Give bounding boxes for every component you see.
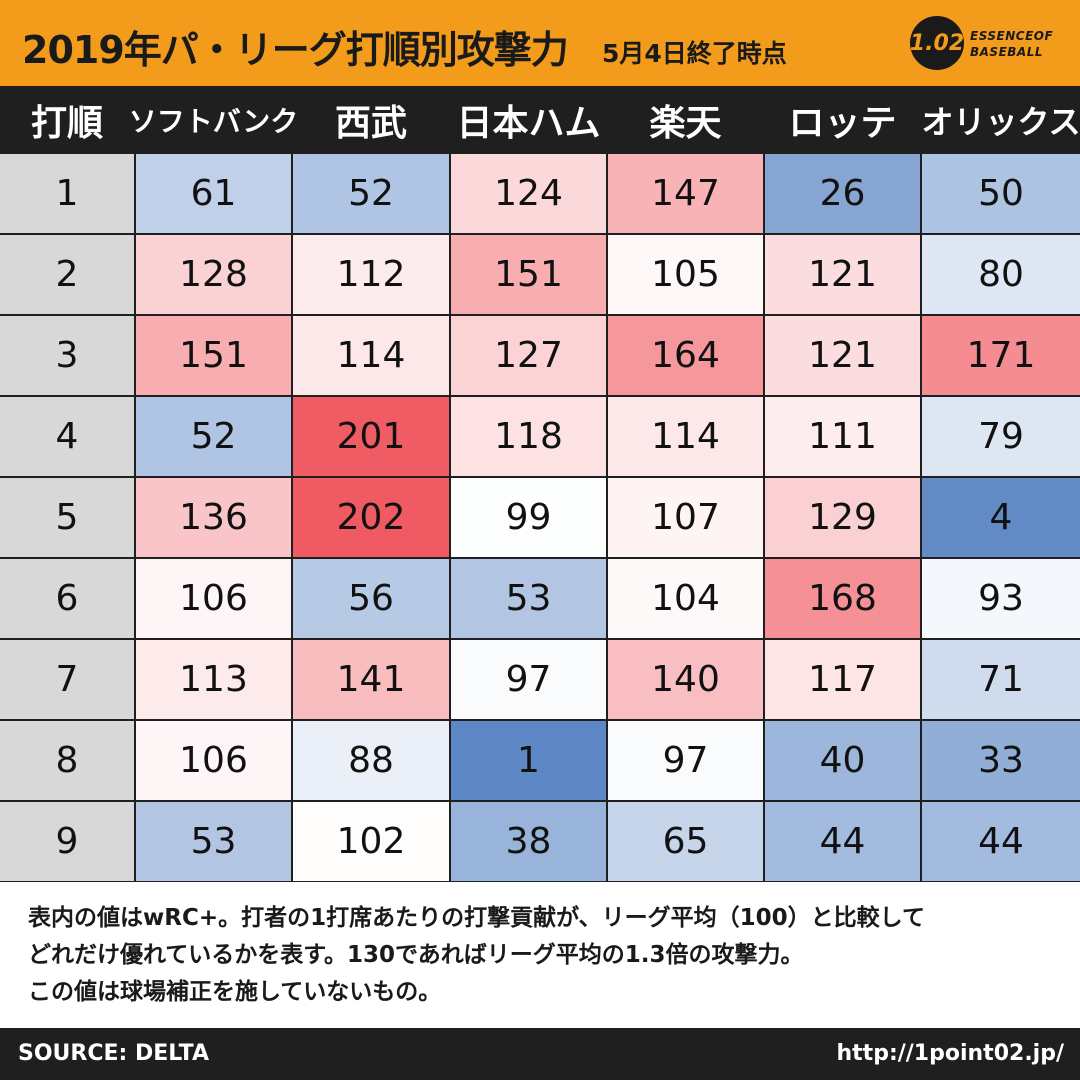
logo-text-line1: ESSENCEOF: [970, 29, 1054, 43]
heatmap-value-cell: 114: [293, 316, 449, 395]
heatmap-value-cell: 79: [922, 397, 1080, 476]
heatmap-value-cell: 111: [765, 397, 920, 476]
batting-order-cell: 3: [0, 316, 134, 395]
column-header-team: ソフトバンク: [128, 105, 299, 138]
heatmap-value-cell: 168: [765, 559, 920, 638]
heatmap-value-cell: 112: [293, 235, 449, 314]
heatmap-value-cell: 164: [608, 316, 763, 395]
heatmap-value-cell: 56: [293, 559, 449, 638]
page-title: 2019年パ・リーグ打順別攻撃力: [22, 28, 569, 72]
heatmap-value-cell: 141: [293, 640, 449, 719]
heatmap-value-cell: 118: [451, 397, 606, 476]
column-header-team: ロッテ: [788, 103, 897, 144]
batting-order-cell: 2: [0, 235, 134, 314]
source-label: SOURCE: DELTA: [18, 1041, 209, 1066]
heatmap-value-cell: 121: [765, 316, 920, 395]
heatmap-value-cell: 114: [608, 397, 763, 476]
heatmap-value-cell: 26: [765, 154, 920, 233]
heatmap-value-cell: 121: [765, 235, 920, 314]
footer-bar: SOURCE: DELTA http://1point02.jp/: [0, 1028, 1080, 1080]
heatmap-value-cell: 65: [608, 802, 763, 881]
batting-order-cell: 8: [0, 721, 134, 800]
heatmap-value-cell: 105: [608, 235, 763, 314]
heatmap-value-cell: 113: [136, 640, 291, 719]
batting-order-cell: 6: [0, 559, 134, 638]
heatmap-value-cell: 44: [765, 802, 920, 881]
heatmap-value-cell: 106: [136, 721, 291, 800]
heatmap-value-cell: 117: [765, 640, 920, 719]
heatmap-value-cell: 33: [922, 721, 1080, 800]
heatmap-value-cell: 102: [293, 802, 449, 881]
heatmap-value-cell: 53: [136, 802, 291, 881]
heatmap-value-cell: 202: [293, 478, 449, 557]
column-header-team: 西武: [334, 103, 407, 144]
column-header-batting-order: 打順: [30, 103, 103, 144]
heatmap-value-cell: 93: [922, 559, 1080, 638]
heatmap-value-cell: 97: [451, 640, 606, 719]
column-header-team: オリックス: [921, 103, 1080, 141]
heatmap-value-cell: 40: [765, 721, 920, 800]
heatmap-value-cell: 129: [765, 478, 920, 557]
heatmap-value-cell: 201: [293, 397, 449, 476]
baseball-logo-icon: 1.02: [910, 16, 964, 70]
site-url-link[interactable]: http://1point02.jp/: [836, 1041, 1065, 1066]
explanation-note: 表内の値はwRC+。打者の1打席あたりの打撃貢献が、リーグ平均（100）と比較し…: [28, 900, 1058, 1011]
heatmap-value-cell: 52: [136, 397, 291, 476]
heatmap-value-cell: 151: [451, 235, 606, 314]
logo-text-line2: BASEBALL: [970, 45, 1043, 59]
heatmap-value-cell: 124: [451, 154, 606, 233]
heatmap-value-cell: 104: [608, 559, 763, 638]
note-line-2: どれだけ優れているかを表す。130であればリーグ平均の1.3倍の攻撃力。: [28, 942, 804, 968]
batting-order-cell: 7: [0, 640, 134, 719]
heatmap-value-cell: 38: [451, 802, 606, 881]
batting-order-cell: 4: [0, 397, 134, 476]
heatmap-value-cell: 107: [608, 478, 763, 557]
date-subtitle: 5月4日終了時点: [602, 39, 787, 68]
batting-order-cell: 5: [0, 478, 134, 557]
heatmap-value-cell: 147: [608, 154, 763, 233]
heatmap-value-cell: 106: [136, 559, 291, 638]
heatmap-value-cell: 128: [136, 235, 291, 314]
column-header-team: 楽天: [649, 103, 722, 144]
heatmap-value-cell: 53: [451, 559, 606, 638]
heatmap-value-cell: 4: [922, 478, 1080, 557]
batting-order-cell: 9: [0, 802, 134, 881]
heatmap-value-cell: 1: [451, 721, 606, 800]
heatmap-value-cell: 88: [293, 721, 449, 800]
note-line-3: この値は球場補正を施していないもの。: [28, 979, 442, 1005]
header-bar: 2019年パ・リーグ打順別攻撃力 5月4日終了時点 1.02 ESSENCEOF…: [0, 0, 1080, 86]
heatmap-value-cell: 127: [451, 316, 606, 395]
column-header-team: 日本ハム: [456, 103, 601, 144]
heatmap-value-cell: 136: [136, 478, 291, 557]
heatmap-value-cell: 80: [922, 235, 1080, 314]
heatmap-value-cell: 140: [608, 640, 763, 719]
heatmap-value-cell: 151: [136, 316, 291, 395]
heatmap-value-cell: 99: [451, 478, 606, 557]
heatmap-value-cell: 97: [608, 721, 763, 800]
heatmap-value-cell: 61: [136, 154, 291, 233]
note-line-1: 表内の値はwRC+。打者の1打席あたりの打撃貢献が、リーグ平均（100）と比較し…: [28, 905, 925, 931]
heatmap-value-cell: 171: [922, 316, 1080, 395]
batting-order-cell: 1: [0, 154, 134, 233]
heatmap-value-cell: 52: [293, 154, 449, 233]
heatmap-value-cell: 71: [922, 640, 1080, 719]
heatmap-value-cell: 44: [922, 802, 1080, 881]
heatmap-value-cell: 50: [922, 154, 1080, 233]
brand-logo: 1.02 ESSENCEOF BASEBALL: [910, 16, 1070, 72]
wrc-heatmap-table: 打順 ソフトバンク 西武 日本ハム 楽天 ロッテ オリックス 1 61 52 124 147 26 50 2…: [0, 86, 1080, 882]
